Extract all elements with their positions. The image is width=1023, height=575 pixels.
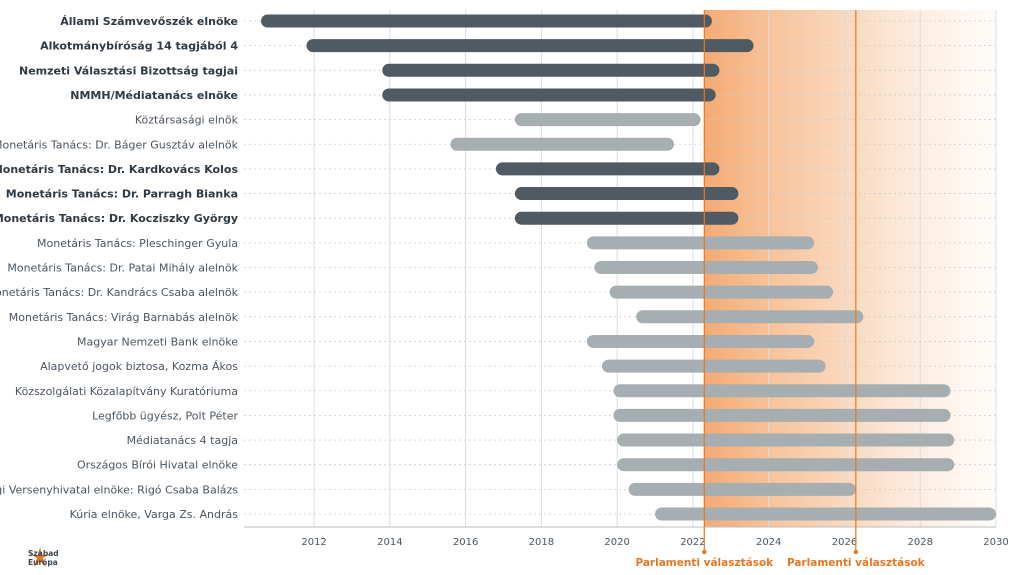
bar-4 bbox=[514, 113, 701, 127]
row-label-8: Monetáris Tanács: Dr. Kocziszky György bbox=[0, 212, 238, 225]
x-tick-label: 2026 bbox=[832, 537, 857, 548]
row-label-17: Médiatanács 4 tagja bbox=[127, 434, 238, 447]
x-tick-label: 2022 bbox=[680, 537, 705, 548]
x-tick-label: 2016 bbox=[453, 537, 478, 548]
bar-17 bbox=[617, 433, 955, 447]
logo-text: Szabad Európa bbox=[28, 549, 59, 567]
x-tick-label: 2020 bbox=[604, 537, 629, 548]
row-label-11: Monetáris Tanács: Dr. Kandrács Csaba ale… bbox=[0, 286, 239, 299]
bar-8 bbox=[514, 211, 739, 225]
row-label-10: Monetáris Tanács: Dr. Patai Mihály aleln… bbox=[7, 262, 238, 275]
bar-10 bbox=[594, 261, 818, 274]
bar-7 bbox=[514, 187, 739, 201]
bar-5 bbox=[450, 137, 674, 151]
row-label-12: Monetáris Tanács: Virág Barnabás alelnök bbox=[9, 311, 239, 324]
bar-19 bbox=[628, 482, 856, 496]
logo-line2: Európa bbox=[28, 558, 58, 567]
row-label-15: Közszolgálati Közalapítvány Kuratóriuma bbox=[15, 385, 238, 398]
bar-11 bbox=[609, 285, 834, 299]
row-label-5: Monetáris Tanács: Dr. Báger Gusztáv alel… bbox=[0, 138, 239, 151]
row-label-19: Gazdasági Versenyhivatal elnöke: Rigó Cs… bbox=[0, 483, 238, 496]
bar-14 bbox=[602, 359, 826, 373]
row-label-7: Monetáris Tanács: Dr. Parragh Bianka bbox=[6, 188, 238, 201]
logo-line1: Szabad bbox=[28, 549, 59, 558]
row-label-16: Legfőbb ügyész, Polt Péter bbox=[92, 409, 238, 422]
x-tick-label: 2028 bbox=[908, 537, 933, 548]
x-tick-label: 2018 bbox=[529, 537, 554, 548]
bar-0 bbox=[261, 14, 712, 28]
szabad-europa-logo-icon bbox=[30, 547, 50, 567]
bar-13 bbox=[586, 334, 815, 348]
row-label-6: Monetáris Tanács: Dr. Kardkovács Kolos bbox=[0, 163, 238, 176]
bar-18 bbox=[617, 458, 955, 472]
election-marker-0 bbox=[702, 549, 707, 555]
row-label-14: Alapvető jogok biztosa, Kozma Ákos bbox=[40, 360, 238, 373]
row-label-9: Monetáris Tanács: Pleschinger Gyula bbox=[37, 237, 238, 250]
bar-15 bbox=[613, 384, 951, 398]
x-tick-label: 2012 bbox=[301, 537, 326, 548]
row-label-2: Nemzeti Választási Bizottság tagjai bbox=[19, 64, 238, 77]
x-tick-label: 2030 bbox=[983, 537, 1008, 548]
row-label-20: Kúria elnöke, Varga Zs. András bbox=[70, 508, 239, 521]
row-label-1: Alkotmánybíróság 14 tagjából 4 bbox=[40, 40, 238, 53]
bar-20 bbox=[655, 507, 996, 521]
bar-6 bbox=[495, 162, 720, 176]
row-label-4: Köztársasági elnök bbox=[135, 114, 239, 127]
election-label-0: Parlamenti választások bbox=[635, 557, 774, 569]
election-marker-1 bbox=[853, 549, 859, 555]
row-label-3: NMMH/Médiatanács elnöke bbox=[70, 89, 238, 102]
election-label-1: Parlamenti választások bbox=[787, 557, 926, 569]
bar-12 bbox=[636, 310, 864, 324]
x-tick-label: 2014 bbox=[377, 537, 402, 548]
row-label-18: Országos Bírói Hivatal elnöke bbox=[77, 459, 238, 472]
bar-16 bbox=[613, 408, 951, 422]
row-label-0: Állami Számvevőszék elnöke bbox=[60, 15, 238, 28]
bar-3 bbox=[382, 88, 716, 102]
x-tick-label: 2024 bbox=[756, 537, 781, 548]
bar-1 bbox=[306, 39, 754, 53]
row-label-13: Magyar Nemzeti Bank elnöke bbox=[77, 335, 238, 348]
bar-2 bbox=[382, 63, 720, 77]
bar-9 bbox=[586, 236, 815, 250]
